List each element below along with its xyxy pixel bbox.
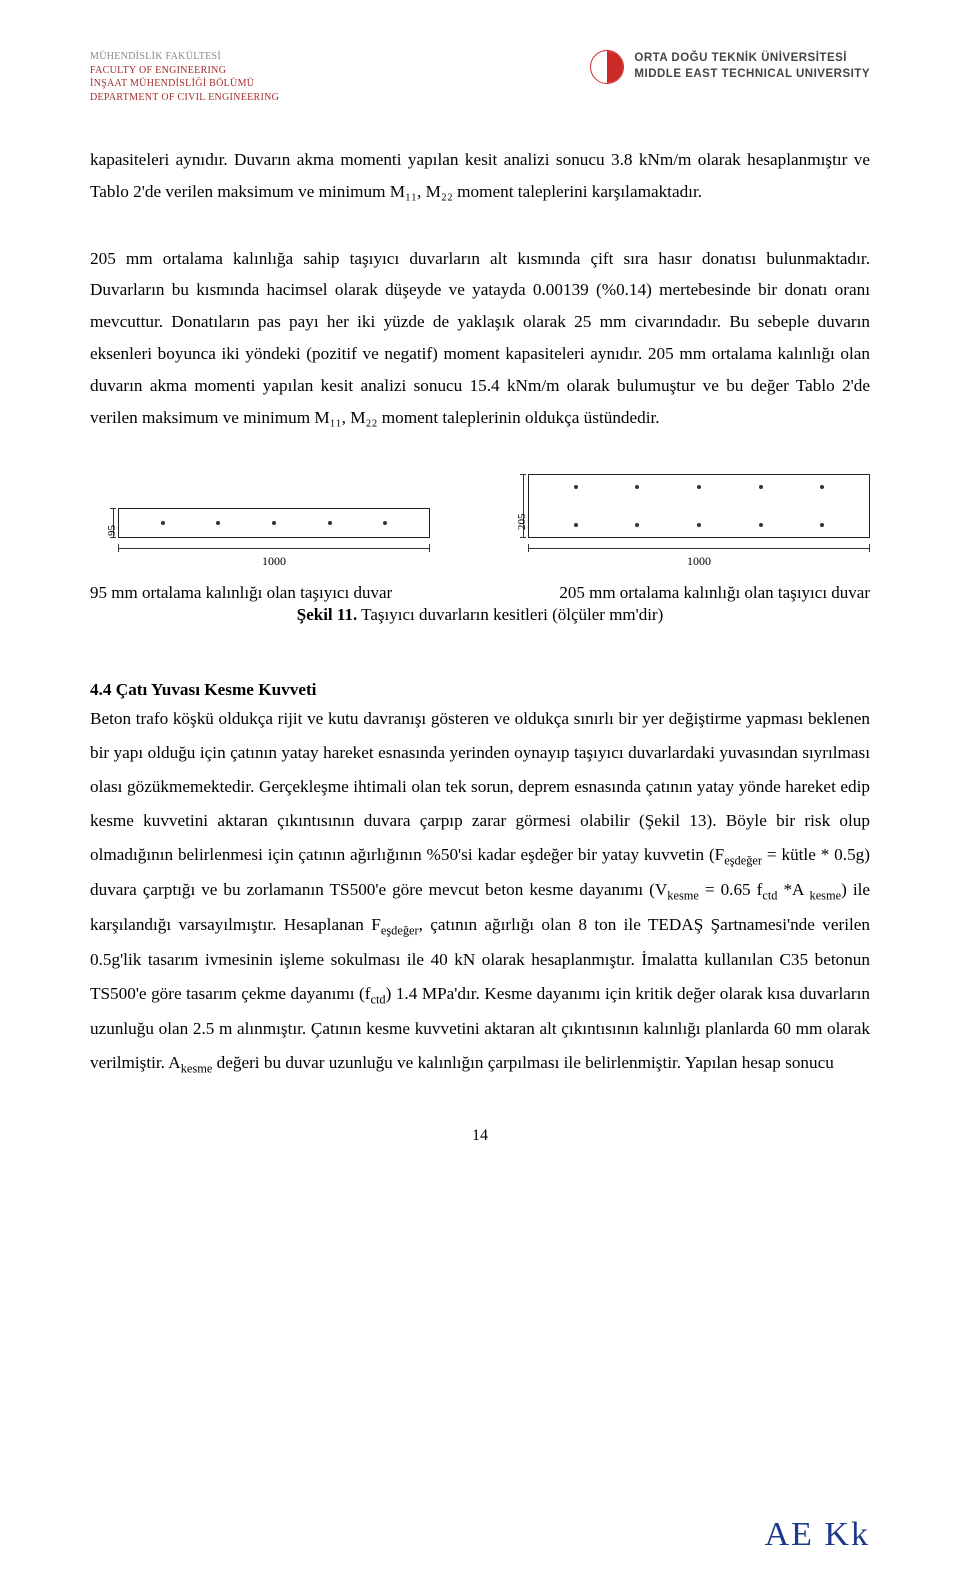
p3-part4: *A [777, 880, 809, 899]
cross-section-diagrams: 95 1000 205 [90, 474, 870, 569]
section-box-right [528, 474, 870, 538]
p3-sub1: eşdeğer [724, 853, 762, 867]
header-left-line2: FACULTY OF ENGINEERING [90, 64, 279, 78]
p3-sub5: eşdeğer [381, 923, 419, 937]
page-header: MÜHENDİSLİK FAKÜLTESİ FACULTY OF ENGINEE… [90, 50, 870, 104]
p3-sub2: kesme [667, 888, 699, 902]
dim-height-right: 205 [516, 513, 528, 530]
rebar-dot [216, 521, 220, 525]
rebar-dot [272, 521, 276, 525]
p3-part8: değeri bu duvar uzunluğu ve kalınlığın ç… [212, 1053, 833, 1072]
rebar-dot [697, 485, 701, 489]
rebar-dot [161, 521, 165, 525]
header-left-line3: İNŞAAT MÜHENDİSLİĞİ BÖLÜMÜ [90, 77, 279, 91]
caption-left: 95 mm ortalama kalınlığı olan taşıyıcı d… [90, 583, 464, 603]
page-number: 14 [90, 1127, 870, 1145]
rebar-dot [697, 523, 701, 527]
metu-logo-icon [590, 50, 624, 84]
rebar-dot [574, 485, 578, 489]
header-left-line4: DEPARTMENT OF CIVIL ENGINEERING [90, 91, 279, 105]
header-left-line1: MÜHENDİSLİK FAKÜLTESİ [90, 50, 279, 64]
rebar-dot [635, 523, 639, 527]
rebar-dot [383, 521, 387, 525]
signature: AE Kk [765, 1516, 870, 1554]
rebar-dot [635, 485, 639, 489]
rebar-dot [820, 523, 824, 527]
diagram-captions: 95 mm ortalama kalınlığı olan taşıyıcı d… [90, 583, 870, 603]
figure-title-rest: Taşıyıcı duvarların kesitleri (ölçüler m… [357, 605, 663, 624]
header-left-block: MÜHENDİSLİK FAKÜLTESİ FACULTY OF ENGINEE… [90, 50, 279, 104]
p3-sub6: ctd [370, 992, 385, 1006]
dim-width-left-wrap: 1000 [118, 544, 430, 569]
p3-sub4: kesme [810, 888, 842, 902]
dim-width-left: 1000 [262, 554, 286, 568]
header-right-line2: MIDDLE EAST TECHNICAL UNIVERSITY [634, 67, 870, 83]
dim-arrows-right [528, 544, 870, 552]
section-heading: 4.4 Çatı Yuvası Kesme Kuvveti [90, 680, 870, 700]
rebar-dot [328, 521, 332, 525]
rebar-dot [574, 523, 578, 527]
paragraph-2: 205 mm ortalama kalınlığa sahip taşıyıcı… [90, 243, 870, 434]
dim-arrows-left [118, 544, 430, 552]
diagram-right: 205 1000 [500, 474, 870, 569]
figure-title: Şekil 11. Taşıyıcı duvarların kesitleri … [90, 605, 870, 625]
rebar-row-right-top [529, 485, 869, 489]
rebar-row-right-bottom [529, 523, 869, 527]
p3-sub7: kesme [181, 1061, 213, 1075]
paragraph-1: kapasiteleri aynıdır. Duvarın akma momen… [90, 144, 870, 208]
rebar-row-left [119, 521, 429, 525]
p3-part3: = 0.65 f [699, 880, 762, 899]
p3-part1: Beton trafo köşkü oldukça rijit ve kutu … [90, 709, 870, 864]
rebar-dot [759, 485, 763, 489]
p3-sub3: ctd [762, 888, 777, 902]
rebar-dot [820, 485, 824, 489]
caption-right: 205 mm ortalama kalınlığı olan taşıyıcı … [464, 583, 870, 603]
rebar-dot [759, 523, 763, 527]
dim-width-right: 1000 [687, 554, 711, 568]
dim-height-left: 95 [106, 525, 118, 536]
header-right-line1: ORTA DOĞU TEKNİK ÜNİVERSİTESİ [634, 51, 870, 67]
section-box-left [118, 508, 430, 538]
diagram-left: 95 1000 [90, 508, 430, 569]
header-right-text: ORTA DOĞU TEKNİK ÜNİVERSİTESİ MIDDLE EAS… [634, 51, 870, 82]
header-right-block: ORTA DOĞU TEKNİK ÜNİVERSİTESİ MIDDLE EAS… [590, 50, 870, 84]
dim-width-right-wrap: 1000 [528, 544, 870, 569]
figure-title-bold: Şekil 11. [297, 605, 357, 624]
paragraph-3: Beton trafo köşkü oldukça rijit ve kutu … [90, 702, 870, 1081]
